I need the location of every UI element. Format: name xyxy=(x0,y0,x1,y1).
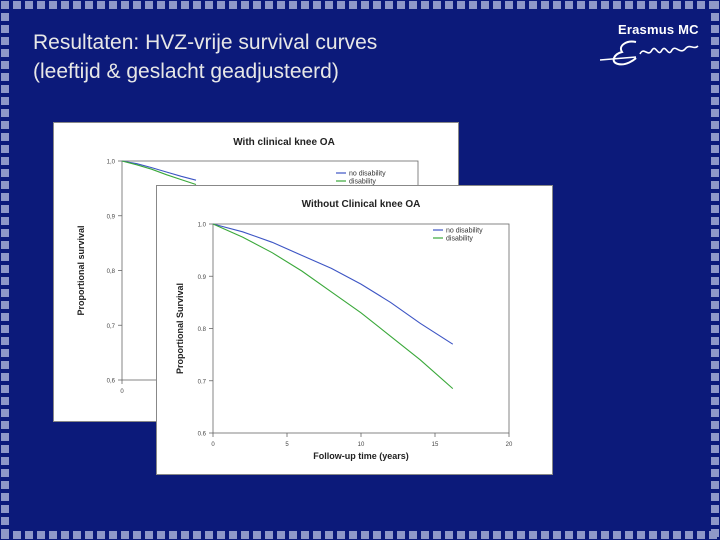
border-pattern-bottom xyxy=(0,530,720,540)
y-tick-label: 0.8 xyxy=(198,327,207,333)
erasmus-mc-logo: Erasmus MC xyxy=(596,20,706,70)
y-tick-label: 1,0 xyxy=(107,160,116,166)
x-tick-label: 10 xyxy=(358,442,365,448)
x-tick-label: 0 xyxy=(211,442,215,448)
legend-label: no disability xyxy=(446,228,483,235)
chart-panel-without-oa: Without Clinical knee OA 1.0 0.9 0.8 0.7 0.6 0… xyxy=(156,185,553,475)
x-tick-label: 5 xyxy=(285,442,289,448)
series-line-no-disability xyxy=(121,160,197,181)
y-tick-label: 1.0 xyxy=(198,223,207,229)
y-tick-label: 0,6 xyxy=(107,379,116,385)
chart-title: Without Clinical knee OA xyxy=(302,199,421,210)
chart-without-oa: Without Clinical knee OA 1.0 0.9 0.8 0.7 0.6 0… xyxy=(175,199,513,461)
border-pattern-right xyxy=(710,0,720,540)
logo-text: Erasmus MC xyxy=(618,22,699,37)
series-line-disability xyxy=(121,160,197,186)
logo-script-icon xyxy=(599,40,699,66)
slide-title: Resultaten: HVZ-vrije survival curves (l… xyxy=(33,28,377,86)
series-line-no-disability xyxy=(212,223,454,345)
legend-label: no disability xyxy=(349,171,386,178)
chart-title: With clinical knee OA xyxy=(233,137,335,148)
series-line-disability xyxy=(212,223,454,390)
legend-label: disability xyxy=(349,179,376,186)
x-tick-label: 0 xyxy=(120,389,124,395)
border-pattern-left xyxy=(0,0,10,540)
y-axis-label: Proportional survival xyxy=(76,225,86,315)
legend-label: disability xyxy=(446,236,473,243)
y-axis-label: Proportional Survival xyxy=(175,283,185,374)
y-tick-label: 0.9 xyxy=(198,275,207,281)
y-tick-label: 0.7 xyxy=(198,379,207,385)
x-tick-label: 20 xyxy=(506,442,513,448)
y-tick-label: 0.6 xyxy=(198,432,207,438)
border-pattern-top xyxy=(0,0,720,10)
y-tick-label: 0,9 xyxy=(107,214,116,220)
slide-title-line1: Resultaten: HVZ-vrije survival curves xyxy=(33,31,378,54)
y-tick-label: 0,7 xyxy=(107,324,116,330)
x-axis-label: Follow-up time (years) xyxy=(313,451,409,461)
y-tick-label: 0,8 xyxy=(107,269,116,275)
slide-title-line2: (leeftijd & geslacht geadjusteerd) xyxy=(33,60,339,83)
x-tick-label: 15 xyxy=(432,442,439,448)
plot-frame xyxy=(212,223,510,434)
